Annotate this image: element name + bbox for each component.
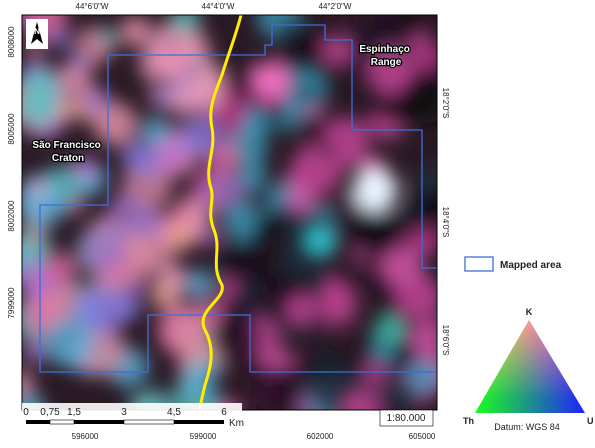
ternary-overlay (475, 320, 585, 413)
imagery-blob (180, 32, 209, 61)
imagery-blob (281, 251, 308, 278)
scale-segment (174, 420, 224, 424)
grid-label: 44°4'0"W (202, 2, 235, 11)
imagery-blob (252, 62, 288, 98)
imagery-blob (22, 339, 47, 364)
imagery-blob (353, 168, 397, 212)
scale-segment (74, 420, 124, 424)
grid-label: 599000 (190, 432, 217, 441)
imagery-blob (207, 361, 253, 407)
grid-label: 605000 (409, 432, 436, 441)
imagery-blob (170, 4, 201, 35)
datum-label: Datum: WGS 84 (494, 422, 560, 432)
scale-tick: 4,5 (167, 407, 181, 418)
map-figure: 44°6'0"W 44°4'0"W 44°2'0"W 8008000 80050… (0, 0, 595, 443)
imagery-blob (161, 264, 186, 289)
imagery-blob (320, 118, 369, 167)
grid-label: 8008000 (7, 26, 16, 58)
scale-tick: 3 (121, 407, 127, 418)
place-label-line: São Francisco (32, 140, 100, 151)
imagery-blob (184, 269, 214, 299)
imagery-blob (70, 53, 88, 71)
grid-label: 44°2'0"W (319, 2, 352, 11)
imagery-blob (167, 84, 199, 116)
imagery-blob (338, 271, 355, 288)
imagery-blob (393, 8, 427, 42)
legend-swatch (465, 257, 493, 271)
scale-bar (26, 420, 224, 424)
ternary-label: Th (463, 416, 474, 426)
imagery-blob (349, 207, 400, 258)
scale-segment (50, 420, 74, 424)
place-label-line: Espinhaço (359, 44, 410, 55)
imagery-blob (31, 179, 47, 195)
imagery-blob (395, 275, 440, 320)
imagery-blob (299, 115, 327, 143)
imagery-blob (287, 294, 317, 324)
imagery-blob (162, 218, 196, 252)
imagery-blob (373, 342, 393, 362)
grid-label: 8005000 (7, 113, 16, 145)
ternary-label: K (526, 307, 533, 317)
imagery-blob (241, 107, 270, 136)
scale-tick: 0,75 (40, 407, 60, 418)
imagery-blob (297, 87, 314, 104)
place-label-line: Range (371, 57, 402, 68)
imagery-blob (121, 140, 156, 175)
imagery-blob (20, 265, 52, 297)
scale-unit: Km (229, 418, 244, 429)
imagery-blob (99, 28, 117, 46)
imagery-blob (308, 228, 332, 252)
legend-label: Mapped area (500, 260, 562, 271)
scale-ratio: 1:80.000 (387, 413, 426, 424)
grid-label: 596000 (72, 432, 99, 441)
grid-label: 18°2'0"S (441, 88, 450, 119)
imagery-blob (16, 86, 59, 129)
scale-tick: 6 (221, 407, 227, 418)
imagery-blob (344, 334, 368, 358)
imagery-blob (120, 16, 151, 47)
imagery-blob (287, 183, 316, 212)
imagery-blob (285, 168, 303, 186)
imagery-blob (275, 17, 299, 41)
imagery-blob (212, 316, 261, 365)
imagery-blob (246, 242, 267, 263)
imagery-blob (318, 286, 357, 325)
imagery-blob (28, 227, 44, 243)
imagery-blob (376, 316, 404, 344)
imagery-blob (166, 313, 207, 354)
grid-label: 18°4'0"S (441, 207, 450, 238)
imagery-blob (252, 221, 271, 240)
imagery-blob (233, 275, 261, 303)
imagery-blob (180, 115, 221, 156)
scale-segment (124, 420, 174, 424)
north-label: N (34, 27, 40, 36)
grid-label: 44°6'0"W (76, 2, 109, 11)
ternary-label: U (587, 416, 594, 426)
imagery-blob (307, 343, 324, 360)
grid-label: 602000 (307, 432, 334, 441)
imagery-blob (139, 48, 173, 82)
grid-label: 18°6'0"S (441, 325, 450, 356)
imagery-blob (309, 321, 329, 341)
place-label-line: Craton (52, 153, 84, 164)
imagery-blob (49, 28, 69, 48)
grid-label: 7999000 (7, 287, 16, 319)
imagery-blob (79, 225, 128, 274)
imagery-blob (319, 143, 336, 160)
scale-tick: 1,5 (67, 407, 81, 418)
imagery-blob (44, 319, 93, 368)
imagery-blob (197, 59, 214, 76)
grid-label: 8002000 (7, 200, 16, 232)
scale-segment (26, 420, 50, 424)
imagery-blob (362, 267, 389, 294)
scale-tick: 0 (23, 407, 29, 418)
imagery-blob (130, 277, 146, 293)
